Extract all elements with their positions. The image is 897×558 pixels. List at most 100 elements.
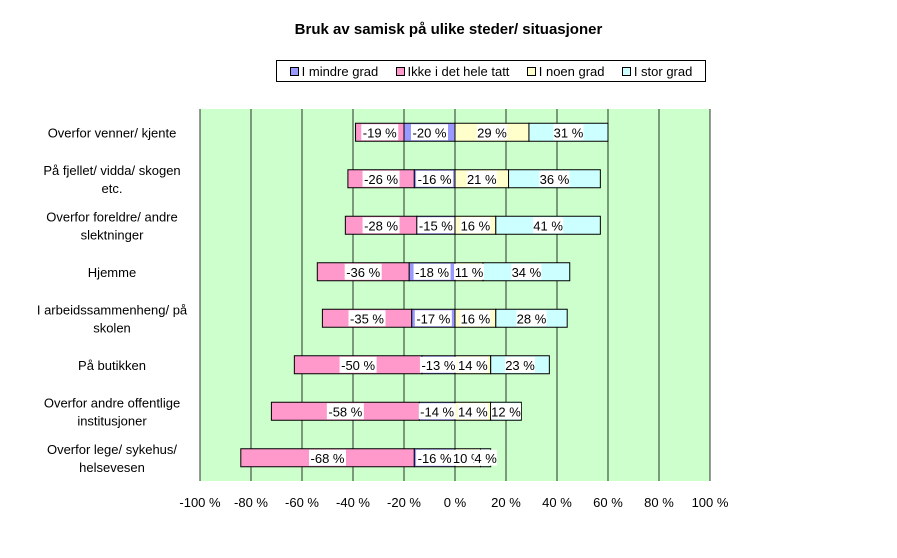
data-label: 41 %: [533, 218, 563, 233]
data-label: -35 %: [350, 311, 384, 326]
category-label: Overfor lege/ sykehus/: [47, 442, 177, 457]
data-label: -28 %: [364, 218, 398, 233]
data-label: -16 %: [418, 172, 452, 187]
legend-item: I noen grad: [526, 63, 605, 79]
data-label: 23 %: [505, 358, 535, 373]
data-label: 12 %: [491, 404, 521, 419]
category-label: etc.: [102, 181, 123, 196]
data-label-bg: [416, 170, 454, 187]
data-label: -16 %: [418, 451, 452, 466]
x-tick-label: 40 %: [542, 495, 572, 510]
category-label: På butikken: [78, 358, 146, 373]
data-label: -13 %: [421, 358, 455, 373]
data-label: -26 %: [364, 172, 398, 187]
category-label: I arbeidssammenheng/ på: [37, 302, 188, 317]
data-label-bg: [362, 217, 400, 234]
data-label: -18 %: [415, 265, 449, 280]
category-label: Hjemme: [88, 265, 136, 280]
data-label: 29 %: [477, 125, 507, 140]
data-label-bg: [348, 310, 386, 327]
category-label: institusjoner: [77, 413, 147, 428]
data-label: 31 %: [554, 125, 584, 140]
data-label-bg: [474, 449, 498, 466]
data-label: -58 %: [328, 404, 362, 419]
x-tick-label: -40 %: [336, 495, 370, 510]
data-label-bg: [466, 170, 497, 187]
chart-title: Bruk av samisk på ulike steder/ situasjo…: [294, 21, 603, 38]
data-label-bg: [460, 217, 491, 234]
data-label: 28 %: [517, 311, 547, 326]
data-label-bg: [418, 403, 456, 420]
data-label: 36 %: [540, 172, 570, 187]
data-label: -17 %: [416, 311, 450, 326]
data-label: -20 %: [413, 125, 447, 140]
category-label: På fjellet/ vidda/ skogen: [43, 163, 180, 178]
data-label: -36 %: [346, 265, 380, 280]
data-label-bg: [416, 449, 454, 466]
data-label-bg: [460, 310, 491, 327]
data-label: -50 %: [341, 358, 375, 373]
legend-swatch: [526, 66, 536, 76]
legend-label: I mindre grad: [301, 63, 379, 79]
legend-item: I stor grad: [621, 63, 693, 79]
data-label-bg: [476, 124, 507, 141]
legend-swatch: [395, 66, 405, 76]
data-label-bg: [511, 263, 542, 280]
x-tick-label: -60 %: [285, 495, 319, 510]
data-label-bg: [339, 356, 377, 373]
data-label: -14 %: [420, 404, 454, 419]
data-label: 16 %: [461, 311, 491, 326]
data-label-bg: [457, 403, 488, 420]
legend-swatch: [289, 66, 299, 76]
x-tick-label: -20 %: [387, 495, 421, 510]
data-label: 4 %: [474, 451, 497, 466]
data-label-bg: [457, 356, 488, 373]
data-label: 11 %: [455, 265, 484, 280]
data-label-bg: [411, 124, 448, 141]
data-label: 14 %: [458, 358, 488, 373]
data-label-bg: [414, 310, 452, 327]
data-label: 34 %: [512, 265, 542, 280]
data-label-bg: [361, 124, 399, 141]
legend-item: Ikke i det hele tatt: [395, 63, 510, 79]
category-label: helsevesen: [79, 460, 145, 475]
x-tick-label: 80 %: [644, 495, 674, 510]
data-label: -19 %: [363, 125, 397, 140]
x-tick-label: 60 %: [593, 495, 623, 510]
category-label: Overfor andre offentlige: [44, 395, 180, 410]
data-label: -68 %: [311, 451, 345, 466]
legend-label: Ikke i det hele tatt: [407, 63, 510, 79]
data-label: 21 %: [467, 172, 497, 187]
x-tick-label: -80 %: [234, 495, 268, 510]
legend-item: I mindre grad: [289, 63, 379, 79]
category-label: skolen: [93, 320, 131, 335]
x-tick-label: 100 %: [692, 495, 729, 510]
data-label-bg: [505, 356, 536, 373]
x-tick-label: 0 %: [444, 495, 467, 510]
data-label-bg: [533, 217, 564, 234]
category-label: Overfor foreldre/ andre: [46, 209, 178, 224]
x-tick-label: -100 %: [179, 495, 221, 510]
legend-label: I noen grad: [538, 63, 605, 79]
legend-label: I stor grad: [633, 63, 693, 79]
category-label: slektninger: [81, 227, 145, 242]
data-label-bg: [309, 449, 346, 466]
legend-swatch: [621, 66, 631, 76]
category-label: Overfor venner/ kjente: [48, 125, 177, 140]
data-label-bg: [539, 170, 570, 187]
x-tick-label: 20 %: [491, 495, 521, 510]
data-label: 16 %: [461, 218, 491, 233]
data-label-bg: [419, 356, 457, 373]
data-label-bg: [413, 263, 451, 280]
data-label-bg: [362, 170, 400, 187]
data-label-bg: [516, 310, 547, 327]
data-label-bg: [553, 124, 584, 141]
legend: I mindre grad Ikke i det hele tatt I noen …: [276, 60, 706, 82]
data-label-bg: [344, 263, 382, 280]
data-label-bg: [417, 217, 455, 234]
data-label-bg: [326, 403, 364, 420]
data-label: -15 %: [419, 218, 453, 233]
data-label-bg: [491, 403, 521, 420]
data-label: 14 %: [458, 404, 488, 419]
